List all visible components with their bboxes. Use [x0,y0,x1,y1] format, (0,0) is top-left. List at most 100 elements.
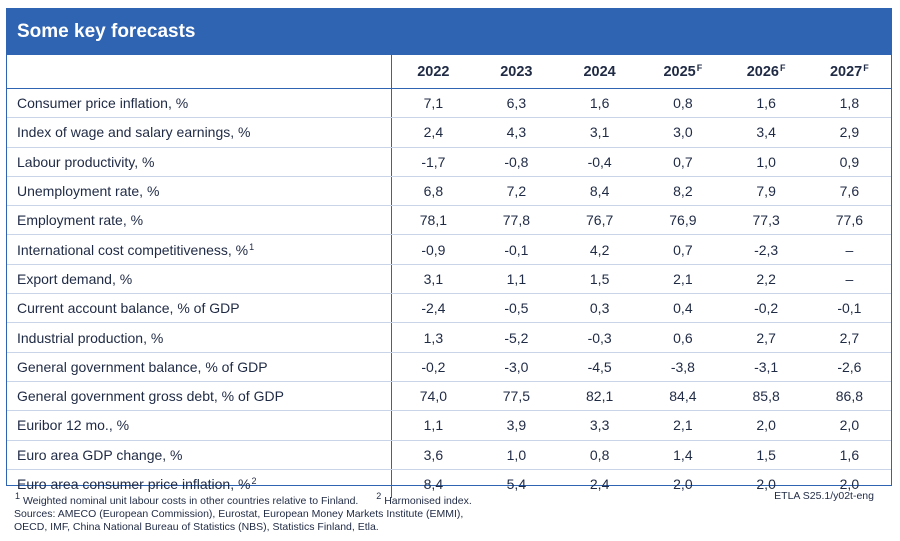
sources-line-1: Sources: AMECO (European Commission), Eu… [14,508,464,520]
table-row: Export demand, % 3,1 1,1 1,5 2,1 2,2– [7,264,891,295]
value-cell: -0,1 [474,234,558,265]
table-row: Consumer price inflation, % 7,1 6,3 1,6 0,8 1… [7,88,891,119]
row-label-cell: Euro area GDP change, % [7,440,392,470]
value-cell: 5,4 [506,476,527,492]
value-cell: 3,6 [391,440,475,470]
header-year-label: 2027 [829,64,863,80]
value-cell: 1,0 [474,440,558,470]
header-year-2024: 2024 [558,55,642,89]
table-body: Consumer price inflation, % 7,1 6,3 1,6 0,8 1… [7,88,891,499]
footnote-2-mark: 2 [376,491,382,501]
row-label-cell: Consumer price inflation, % [7,88,392,119]
value-cell: 2,4 [589,476,610,492]
value-cell: 2,0 [756,476,776,492]
value-cell: 0,7 [641,147,725,177]
table-row: General government balance, % of GDP -0,2… [7,352,891,382]
value-cell: 0,7 [641,234,725,265]
table-row: Industrial production, % 1,3 -5,2 -0,3 0,6 2,… [7,322,891,353]
value-cell: – [807,234,891,265]
value-cell: 2,1 [641,264,725,295]
value-cell: 84,4 [641,381,725,412]
value-cell: 85,8 [724,381,808,412]
value-cell: 0,8 [641,88,725,119]
value-cell: 1,1 [474,264,558,295]
value-cell: 0,6 [641,322,725,353]
value-cell: – [807,264,891,295]
table-row: Euro area GDP change, % 3,6 1,0 0,8 1,4 1,5 1,… [7,440,891,470]
value-cell: 3,0 [641,117,725,148]
value-cell: -0,5 [474,293,558,324]
value-cell: 2,0 [673,476,693,492]
value-cell: 0,9 [807,147,891,177]
value-cell: 2,9 [807,117,891,148]
row-footnote-mark: 2 [251,476,257,486]
value-cell: 1,6 [724,88,808,119]
table-footer: 1 Weighted nominal unit labour costs in … [14,490,890,534]
value-cell: -1,7 [391,147,475,177]
row-label: Current account balance, % of GDP [17,300,240,317]
value-cell: 2,0 [839,476,860,492]
forecast-table: 2022 2023 2024 2025F 2026F 2027F Consumer pri… [7,55,891,499]
value-cell: 2,1 [641,410,725,441]
value-cell: 8,4 [558,176,642,207]
table-row: Labour productivity, % -1,7 -0,8 -0,4 0,7 1,0… [7,147,891,177]
row-label-cell: General government balance, % of GDP [7,352,392,382]
value-cell: 1,3 [391,322,475,353]
value-cell: 4,3 [474,117,558,148]
row-label: International cost competitiveness, % [17,241,249,258]
value-cell: -0,2 [391,352,475,382]
value-cell: 86,8 [807,381,891,412]
row-label-cell: Euribor 12 mo., % [7,410,392,441]
row-label-cell: Employment rate, % [7,205,392,236]
value-cell: -3,1 [724,352,808,382]
header-year-2027: 2027F [807,55,891,89]
row-label-cell: Index of wage and salary earnings, % [7,117,392,148]
value-cell: 77,5 [474,381,558,412]
value-cell: 82,1 [558,381,642,412]
row-label: General government balance, % of GDP [17,358,268,375]
value-cell: -0,1 [807,293,891,324]
value-cell: 2,7 [807,322,891,353]
value-cell: -2,6 [807,352,891,382]
value-cell: 3,1 [558,117,642,148]
table-row: Euro area consumer price inflation, %2 8,… [7,469,891,499]
value-cell: 77,3 [724,205,808,236]
forecast-mark: F [696,63,703,73]
value-cell: -5,2 [474,322,558,353]
header-year-label: 2025 [663,64,696,80]
value-cell: 78,1 [391,205,475,236]
header-year-label: 2023 [500,63,533,80]
header-year-2025: 2025F [641,55,725,89]
value-cell: -0,4 [558,147,642,177]
value-cell: 6,3 [474,88,558,119]
row-label-cell: Labour productivity, % [7,147,392,177]
table-row: Index of wage and salary earnings, % 2,4 4… [7,117,891,148]
value-cell: -2,3 [724,234,808,265]
value-cell: -0,8 [474,147,558,177]
row-label: General government gross debt, % of GDP [17,388,284,405]
value-cell: 7,9 [724,176,808,207]
value-cell: 1,0 [724,147,808,177]
row-label-cell: Euro area consumer price inflation, %2 [7,469,392,499]
value-cell: 2,0 [724,410,808,441]
header-year-2026: 2026F [724,55,808,89]
header-year-label: 2024 [583,63,616,80]
value-cell: 7,2 [474,176,558,207]
table-row: General government gross debt, % of GDP 7… [7,381,891,412]
value-cell: 8,4 [423,476,444,492]
footnote-2-text: Harmonised index. [384,495,472,507]
forecast-table-panel: Some key forecasts 2022 2023 2024 2025F 2026… [6,8,892,499]
value-cell: -0,2 [724,293,808,324]
forecast-mark: F [780,63,786,73]
row-label: Index of wage and salary earnings, % [17,124,251,141]
header-year-2022: 2022 [391,55,475,89]
row-label: Industrial production, % [17,329,164,346]
header-label-cell [7,55,392,89]
value-cell: -0,9 [391,234,475,265]
value-cell: 7,1 [391,88,475,119]
table-row: Euribor 12 mo., % 1,1 3,9 3,3 2,1 2,0 2,0 [7,410,891,441]
value-cell: 1,5 [558,264,642,295]
value-cell: 1,4 [641,440,725,470]
footnote-1-text: Weighted nominal unit labour costs in ot… [22,495,359,507]
footnote-1-mark: 1 [15,491,21,501]
